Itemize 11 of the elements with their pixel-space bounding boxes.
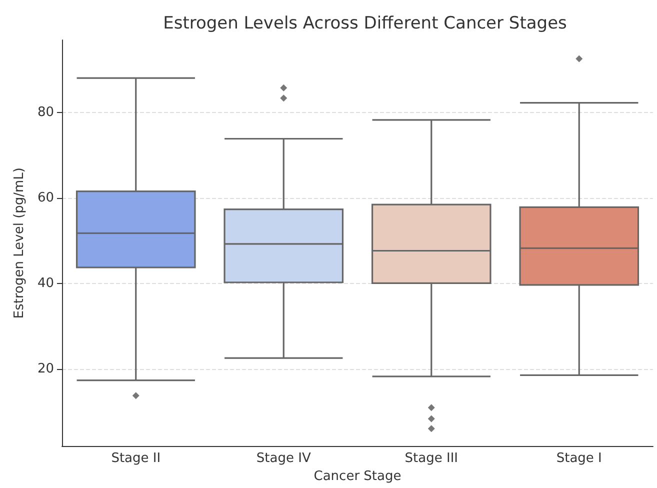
x-tick-label: Stage III [404, 451, 458, 466]
x-tick-label: Stage IV [256, 451, 311, 466]
y-axis-title: Estrogen Level (pg/mL) [12, 167, 27, 319]
y-tick-label: 80 [37, 105, 54, 120]
y-tick-label: 20 [37, 362, 54, 377]
x-tick-label: Stage I [556, 451, 602, 466]
y-tick-label: 60 [37, 190, 54, 206]
x-tick-label: Stage II [111, 451, 161, 466]
x-axis-title: Cancer Stage [314, 469, 402, 484]
chart-title: Estrogen Levels Across Different Cancer Stages [163, 14, 568, 34]
y-tick-label: 40 [37, 276, 54, 292]
